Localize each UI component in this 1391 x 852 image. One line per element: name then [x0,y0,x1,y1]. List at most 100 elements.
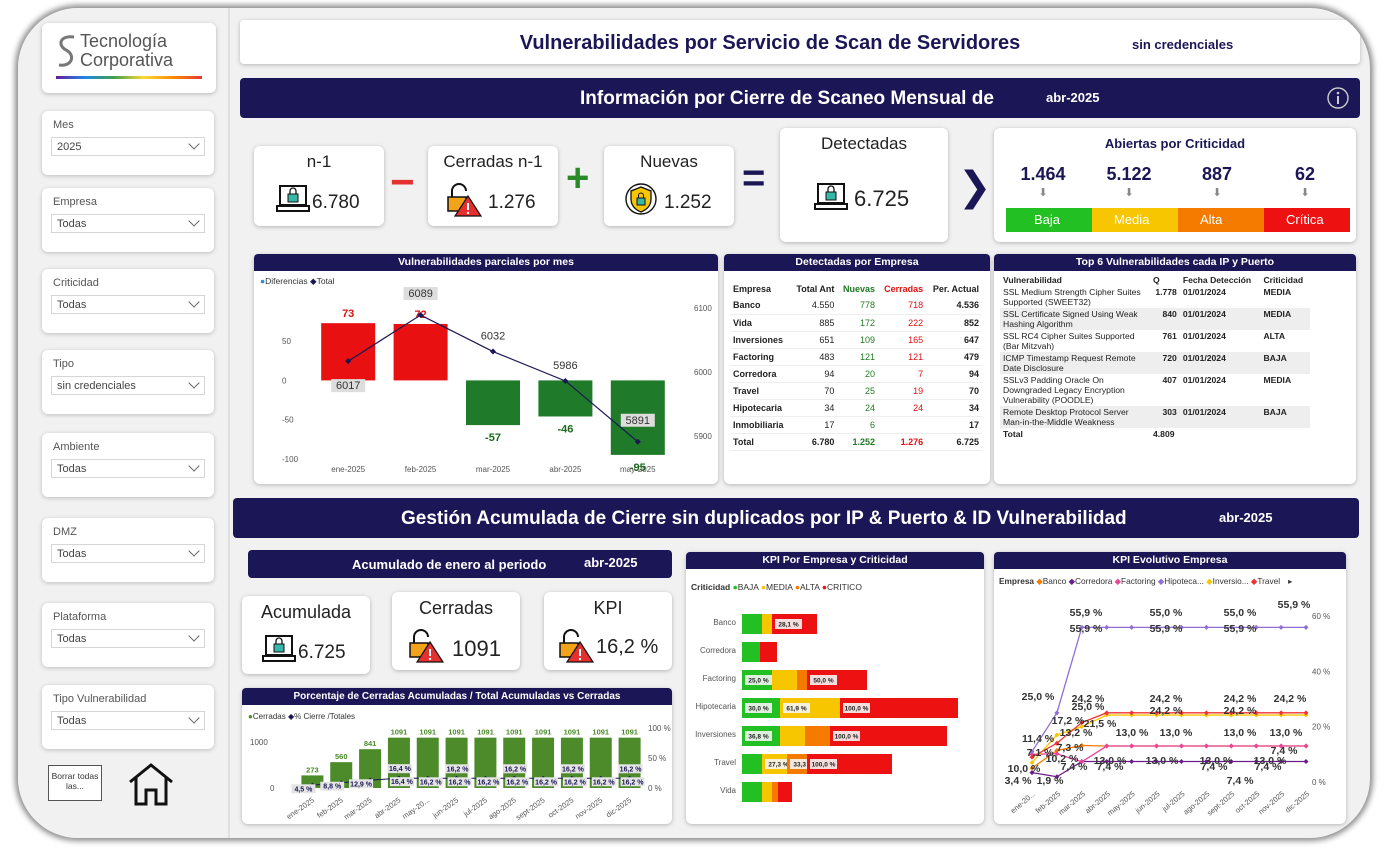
x-tick-label: abr-2025 [373,796,403,821]
crit-label: Alta [1200,212,1223,227]
table-row: Hipotecaria 34 24 24 34 [730,399,982,417]
parciales-panel: Vulnerabilidades parciales por mes ●Dife… [254,254,718,484]
clear-filters-button[interactable]: Borrar todas las... [48,765,102,801]
banner-acumulada-period: abr-2025 [1219,510,1273,525]
dashboard-frame: Tecnología Corporativa Mes 2025 Empresa Tod… [18,8,1370,838]
empresa-col-header[interactable]: Per. Actual [932,283,979,294]
bar-mar-2025 [466,380,520,426]
table-row: Inmobiliaria 17 6 17 [730,416,982,434]
table-cell: 20 [837,365,879,383]
table-row: SSLv3 Padding Oracle On Downgraded Legac… [1000,374,1310,406]
table-cell: 172 [837,314,879,332]
line-point [1029,765,1035,771]
crit-label: Media [1114,212,1150,227]
line-point [1029,760,1035,766]
annotation-label: 55,9 % [1278,599,1311,611]
top6-col-header[interactable]: Criticidad [1263,275,1304,285]
home-icon[interactable] [126,760,176,810]
table-row: Banco 4.550 778 718 4.536 [730,297,982,315]
legend-more-icon[interactable]: ▸ [1288,576,1293,586]
annotation-label: 24,2 % [1224,705,1257,717]
total-label: 6032 [481,331,505,343]
chevron-down-icon [188,630,200,642]
slicer-dropdown[interactable]: 2025 [51,137,205,156]
line-point [1029,749,1035,755]
slicer-ambiente: Ambiente Todas [42,433,214,497]
top6-col-header[interactable]: Q [1153,275,1160,285]
empresa-col-header[interactable]: Total Ant [796,283,835,294]
legend-dot-icon: ● [730,582,738,592]
line-point [1054,740,1060,746]
line-point [1178,710,1184,716]
empresa-panel: Detectadas por Empresa Empresa Total Ant N… [724,254,990,484]
slicer-value: sin credenciales [57,380,136,392]
x-tick-label: may-2025 [620,465,656,474]
slicer-value: Todas [57,463,87,475]
table-cell: 1.252 [837,432,879,451]
chevron-down-icon [188,215,200,227]
table-cell: 25 [837,382,879,400]
pct-label-box [320,781,345,791]
slicer-dropdown[interactable]: Todas [51,214,205,233]
empresa-col-header[interactable]: Nuevas [843,283,876,294]
segment-label-box [790,759,817,769]
line-point [1154,759,1160,765]
kpi-value: 16,2 % [596,636,659,658]
table-cell: 651 [790,331,838,349]
y-tick-label: 0 [270,784,275,793]
pct-label: 16,2 % [564,779,587,786]
stack-segment-Banco-BAJA [742,614,762,634]
segment-label-box [843,703,870,713]
crit-band-alta: Alta [1178,208,1264,232]
top6-col-header[interactable]: Vulnerabilidad [1003,275,1062,285]
line-point [1154,624,1160,630]
line-point [1303,759,1309,765]
slicer-dropdown[interactable]: Todas [51,629,205,648]
cerradas-acum-title: Cerradas [418,598,494,618]
legend-diamond-icon: ◆ [1066,576,1075,586]
empresa-col-header[interactable]: Empresa [733,283,772,294]
slicer-dropdown[interactable]: Todas [51,711,205,730]
pct-label: 16,2 % [593,779,616,786]
top6-panel: Top 6 Vulnerabilidades cada IP y Puerto … [994,254,1356,484]
table-cell: 01/01/2024 [1182,375,1226,385]
line-Travel [1031,712,1306,758]
table-cell: ICMP Timestamp Request Remote Date Discl… [1000,352,1150,374]
stack-segment-Corredora-BAJA [742,642,760,662]
slicer-dropdown[interactable]: Todas [51,459,205,478]
annotation-label: 7,4 % [1271,745,1299,757]
arrow-down-icon: ⬇ [1124,187,1134,199]
slicer-dropdown[interactable]: Todas [51,295,205,314]
empresa-col-header[interactable]: Cerradas [884,283,924,294]
info-icon[interactable] [1326,86,1350,110]
slicer-dropdown[interactable]: sin credenciales [51,376,205,395]
chevron-down-icon [188,712,200,724]
total-point [345,358,352,365]
total-label-box [331,379,366,393]
table-cell: Travel [730,382,791,400]
chevron-down-icon [188,545,200,557]
porcentaje-title: Porcentaje de Cerradas Acumuladas / Tota… [242,688,672,705]
kpi-card-cerradas-n1: Cerradas n-1 1.276 [428,146,558,226]
porcentaje-chart: 1000 0 100 % 50 % 0 % 273 ene-2025 560 feb-2025 8… [250,724,671,822]
table-cell: MEDIA [1263,287,1292,297]
stack-segment-Vida-CRITICO [778,782,792,802]
pct-box-label-bg [445,764,470,774]
slicer-dropdown[interactable]: Todas [51,544,205,563]
annotation-label: 55,9 % [1070,607,1103,619]
bar-label: 1091 [506,728,523,737]
pct-label-box [291,784,316,794]
pct-box-label-bg [618,764,643,774]
annotation-label: 55,9 % [1070,623,1103,635]
crit-band-media: Media [1092,208,1178,232]
top6-col-header[interactable]: Fecha Detección [1182,275,1252,285]
arrow-down-icon: ⬇ [1038,187,1048,199]
table-row: SSL Medium Strength Cipher Suites Suppor… [1000,286,1310,308]
kpi-cerradas-n1-value: 1.276 [488,192,536,213]
total-label: 6089 [408,288,432,300]
total-point [490,348,496,355]
line-point [1029,754,1035,760]
x-tick-label: feb-2025 [405,465,437,474]
line-point [1104,710,1110,716]
slicer-value: 2025 [57,141,82,153]
